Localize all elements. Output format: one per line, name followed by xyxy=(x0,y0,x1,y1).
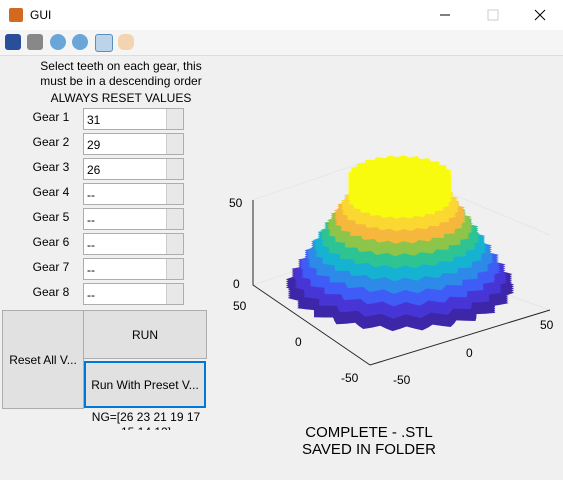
gear-label: Gear 6 xyxy=(32,235,70,249)
gear-label: Gear 5 xyxy=(32,210,70,224)
dropdown-arrow xyxy=(166,234,183,254)
gear-label: Gear 4 xyxy=(32,185,70,199)
gear-value: -- xyxy=(87,213,95,227)
axis-tick-label: -50 xyxy=(393,373,411,387)
save-icon[interactable] xyxy=(5,34,21,50)
gear-layer xyxy=(347,155,453,193)
axis-tick-label: 50 xyxy=(233,299,247,313)
gear-dropdown[interactable]: -- xyxy=(83,208,184,230)
maximize[interactable] xyxy=(487,9,499,21)
preset-button[interactable]: Run With Preset V... xyxy=(84,361,206,408)
gear-dropdown[interactable]: 29 xyxy=(83,133,184,155)
toolbar xyxy=(0,30,563,56)
gear-value: -- xyxy=(87,238,95,252)
axis-tick-label: 0 xyxy=(233,277,240,291)
run-button[interactable]: RUN xyxy=(83,310,207,359)
dropdown-arrow xyxy=(166,109,183,129)
reset-button[interactable]: Reset All V... xyxy=(2,310,84,409)
axis-tick-label: 50 xyxy=(540,318,554,332)
app-icon xyxy=(9,8,23,22)
instructions: Select teeth on each gear, this must be … xyxy=(40,59,202,88)
pan-icon[interactable] xyxy=(118,34,134,50)
dropdown-arrow xyxy=(166,159,183,179)
gear-label: Gear 8 xyxy=(32,285,70,299)
gear-value: 31 xyxy=(87,113,101,127)
gear-label: Gear 7 xyxy=(32,260,70,274)
gear-dropdown[interactable]: 26 xyxy=(83,158,184,180)
warning: ALWAYS RESET VALUES xyxy=(50,91,192,105)
axis-tick-label: 50 xyxy=(229,196,243,210)
rotate-icon[interactable] xyxy=(95,34,113,52)
gear-dropdown[interactable]: -- xyxy=(83,233,184,255)
gear-value: -- xyxy=(87,263,95,277)
status: COMPLETE - .STL SAVED IN FOLDER xyxy=(302,424,436,458)
gear-label: Gear 2 xyxy=(32,135,70,149)
window-title: GUI xyxy=(30,8,52,22)
print-icon[interactable] xyxy=(27,34,43,50)
dropdown-arrow xyxy=(166,284,183,304)
axis-tick-label: -50 xyxy=(341,371,359,385)
ng-text: NG=[26 23 21 19 17 15 14 12] xyxy=(91,410,201,430)
gear-value: 29 xyxy=(87,138,101,152)
zoom-out-icon[interactable] xyxy=(72,34,88,50)
plot-3d: 50 0 50 0 -50 0 50 -50 xyxy=(229,155,554,387)
gear-stack xyxy=(285,155,515,332)
gear-value: 26 xyxy=(87,163,101,177)
gear-dropdown[interactable]: -- xyxy=(83,258,184,280)
gear-dropdown[interactable]: -- xyxy=(83,183,184,205)
gear-dropdown[interactable]: -- xyxy=(83,283,184,305)
close[interactable] xyxy=(534,9,546,21)
gear-dropdown[interactable]: 31 xyxy=(83,108,184,130)
gear-value: -- xyxy=(87,288,95,302)
gear-value: -- xyxy=(87,188,95,202)
dropdown-arrow xyxy=(166,184,183,204)
axis-tick-label: 0 xyxy=(466,346,473,360)
gear-label: Gear 1 xyxy=(32,110,70,124)
gear-label: Gear 3 xyxy=(32,160,70,174)
axis-tick-label: 0 xyxy=(295,335,302,349)
dropdown-arrow xyxy=(166,134,183,154)
zoom-in-icon[interactable] xyxy=(50,34,66,50)
window-controls[interactable] xyxy=(430,0,563,30)
dropdown-arrow xyxy=(166,209,183,229)
title-bar: GUI xyxy=(0,0,563,30)
dropdown-arrow xyxy=(166,259,183,279)
axes-lines xyxy=(252,200,551,366)
